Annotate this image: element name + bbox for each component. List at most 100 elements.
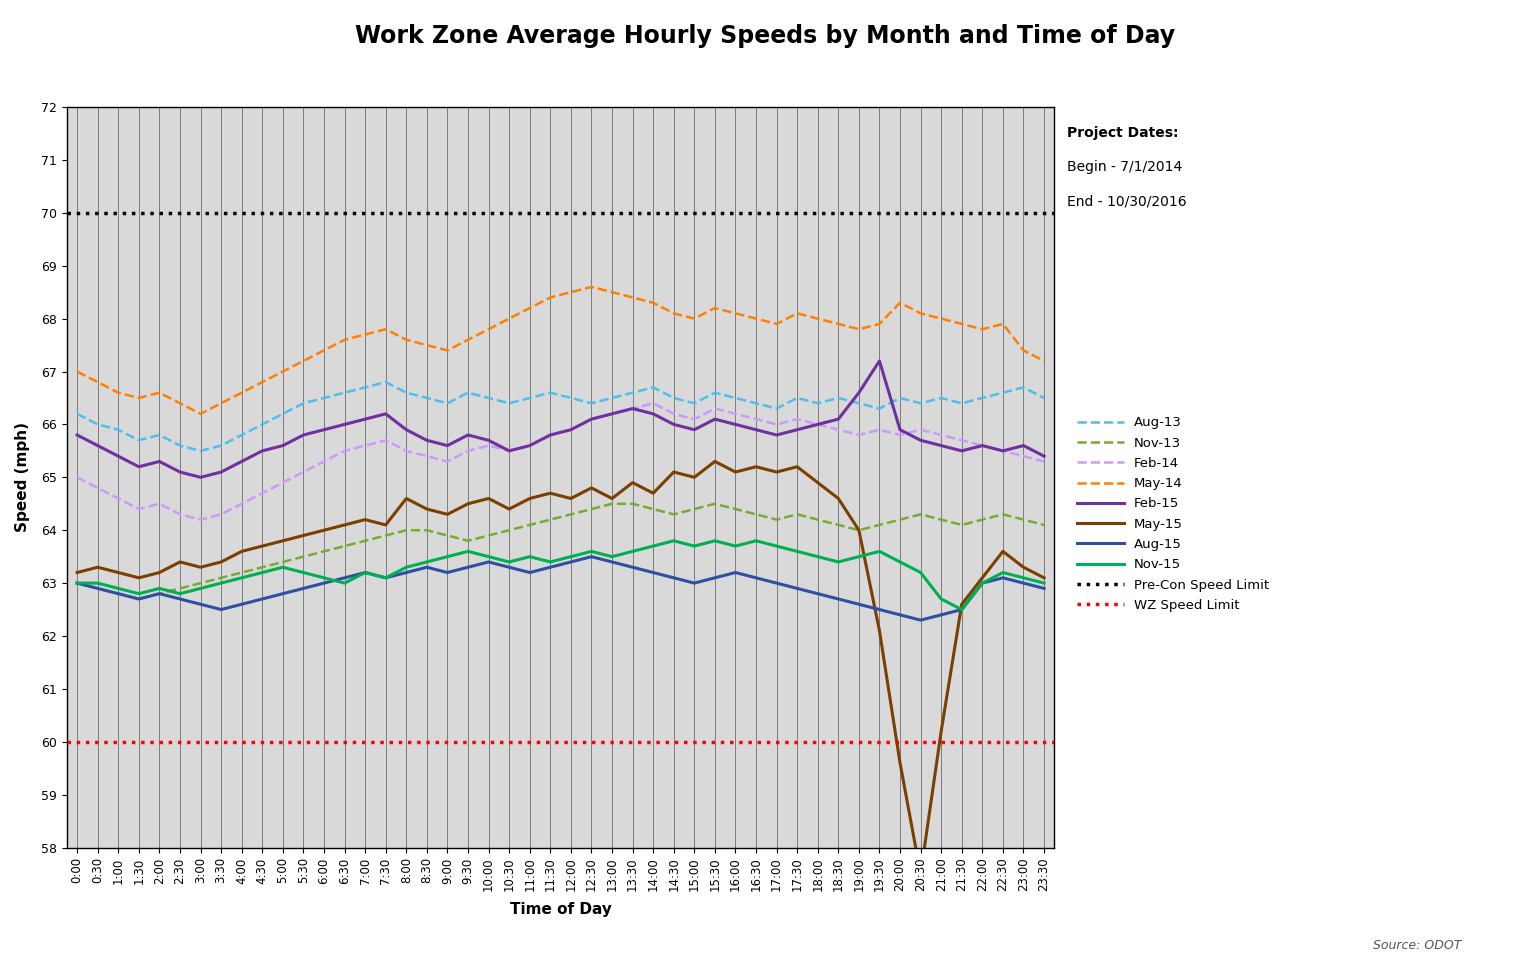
May-14 xyxy=(808,313,826,325)
May-14 xyxy=(500,313,519,325)
Aug-15 xyxy=(973,578,991,589)
May-15 xyxy=(479,493,497,505)
Aug-15 xyxy=(89,582,107,594)
Aug-13 xyxy=(252,419,271,431)
Aug-15 xyxy=(685,578,704,589)
May-15 xyxy=(500,504,519,515)
Nov-13 xyxy=(252,561,271,573)
May-14 xyxy=(171,398,190,409)
Feb-15 xyxy=(67,430,86,441)
Nov-15 xyxy=(1034,578,1053,589)
May-15 xyxy=(788,461,806,473)
Line: Aug-13: Aug-13 xyxy=(76,382,1043,451)
Nov-13 xyxy=(335,540,353,552)
Feb-15 xyxy=(233,456,251,467)
Nov-15 xyxy=(727,540,745,552)
May-14 xyxy=(829,318,848,330)
Nov-13 xyxy=(603,498,621,509)
Aug-15 xyxy=(252,593,271,604)
May-15 xyxy=(1014,561,1033,573)
Nov-13 xyxy=(993,508,1011,520)
Aug-15 xyxy=(67,578,86,589)
Nov-13 xyxy=(747,508,765,520)
Feb-14 xyxy=(459,445,477,456)
Aug-15 xyxy=(871,604,889,615)
Nov-15 xyxy=(768,540,786,552)
Nov-13 xyxy=(932,514,950,526)
Nov-15 xyxy=(398,561,416,573)
Aug-13 xyxy=(109,424,127,435)
Text: End - 10/30/2016: End - 10/30/2016 xyxy=(1068,194,1187,209)
Aug-15 xyxy=(500,561,519,573)
Aug-15 xyxy=(1034,582,1053,594)
May-15 xyxy=(459,498,477,509)
Feb-15 xyxy=(418,434,436,446)
Text: Begin - 7/1/2014: Begin - 7/1/2014 xyxy=(1068,160,1183,174)
Pre-Con Speed Limit xyxy=(89,207,107,218)
Aug-15 xyxy=(705,572,724,583)
Feb-15 xyxy=(912,434,930,446)
Nov-13 xyxy=(356,535,375,547)
Feb-15 xyxy=(849,387,868,399)
Aug-15 xyxy=(788,582,806,594)
Nov-15 xyxy=(664,535,682,547)
Feb-15 xyxy=(500,445,519,456)
Aug-13 xyxy=(583,398,601,409)
Nov-13 xyxy=(1034,519,1053,530)
May-15 xyxy=(808,477,826,488)
Feb-15 xyxy=(603,408,621,420)
Feb-15 xyxy=(664,419,682,431)
Feb-15 xyxy=(89,440,107,452)
Aug-15 xyxy=(664,572,682,583)
Aug-15 xyxy=(1014,578,1033,589)
May-14 xyxy=(1034,356,1053,367)
May-14 xyxy=(418,339,436,351)
Aug-13 xyxy=(356,382,375,393)
Nov-13 xyxy=(459,535,477,547)
Aug-13 xyxy=(973,392,991,404)
May-14 xyxy=(335,334,353,346)
Nov-15 xyxy=(150,582,168,594)
Feb-14 xyxy=(500,445,519,456)
Feb-15 xyxy=(109,451,127,462)
May-14 xyxy=(150,387,168,399)
Feb-14 xyxy=(171,508,190,520)
Aug-13 xyxy=(871,403,889,414)
Aug-13 xyxy=(664,392,682,404)
Nov-13 xyxy=(398,525,416,536)
May-15 xyxy=(912,869,930,880)
Text: Project Dates:: Project Dates: xyxy=(1068,126,1178,139)
May-14 xyxy=(871,318,889,330)
Feb-15 xyxy=(890,424,909,435)
Aug-15 xyxy=(747,572,765,583)
Aug-15 xyxy=(583,551,601,562)
Feb-14 xyxy=(520,440,539,452)
Aug-13 xyxy=(294,398,312,409)
May-14 xyxy=(644,297,662,308)
Aug-15 xyxy=(912,614,930,626)
Aug-13 xyxy=(479,392,497,404)
Aug-15 xyxy=(109,588,127,600)
Feb-14 xyxy=(727,408,745,420)
Feb-14 xyxy=(768,419,786,431)
May-15 xyxy=(150,567,168,579)
Nov-13 xyxy=(233,567,251,579)
Nov-15 xyxy=(644,540,662,552)
May-14 xyxy=(768,318,786,330)
Aug-15 xyxy=(953,604,972,615)
Feb-15 xyxy=(705,413,724,425)
Aug-15 xyxy=(398,567,416,579)
Nov-13 xyxy=(644,504,662,515)
May-14 xyxy=(67,366,86,378)
May-15 xyxy=(520,493,539,505)
Nov-13 xyxy=(274,556,292,568)
Nov-15 xyxy=(252,567,271,579)
Feb-15 xyxy=(356,413,375,425)
May-15 xyxy=(438,508,456,520)
WZ Speed Limit xyxy=(89,736,107,748)
May-15 xyxy=(356,514,375,526)
May-15 xyxy=(274,535,292,547)
Feb-15 xyxy=(1014,440,1033,452)
Nov-13 xyxy=(89,582,107,594)
X-axis label: Time of Day: Time of Day xyxy=(509,902,612,917)
